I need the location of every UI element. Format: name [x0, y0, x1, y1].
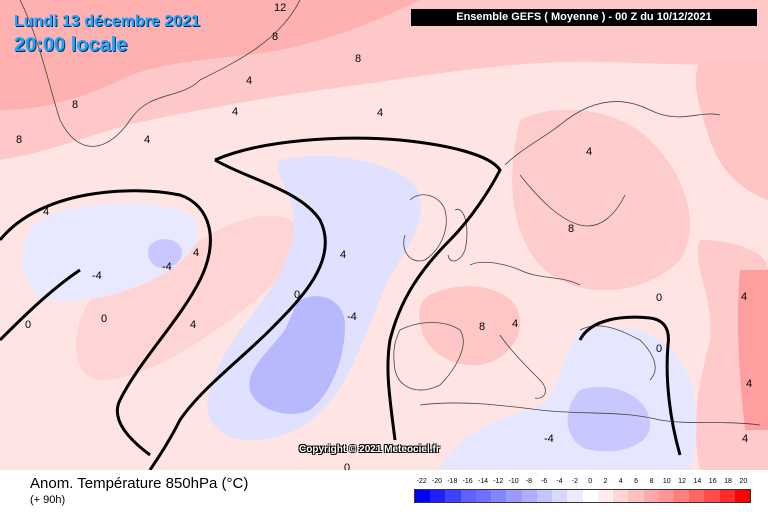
legend-swatch [643, 490, 659, 502]
legend-swatch [658, 490, 674, 502]
isoline-label: 8 [568, 223, 574, 235]
legend-swatch [628, 490, 644, 502]
forecast-date: Lundi 13 décembre 2021 [14, 13, 200, 30]
model-run-label: Ensemble GEFS ( Moyenne ) - 00 Z du 10/1… [411, 9, 757, 26]
isoline-label: 4 [746, 378, 752, 390]
isoline-label: 4 [246, 75, 252, 87]
legend-tick-label: -22 [416, 478, 427, 485]
legend-tick-label: 20 [739, 478, 748, 485]
copyright-notice: Copyright © 2021 Meteociel.fr [299, 444, 440, 455]
legend-swatch [430, 490, 446, 502]
legend-tick-label: -2 [571, 478, 578, 485]
isoline-label: 4 [512, 318, 518, 330]
isoline-label: 4 [232, 106, 238, 118]
legend-swatch [689, 490, 705, 502]
legend-swatch [460, 490, 476, 502]
warm-anomaly-area [419, 286, 521, 366]
isoline-label: -4 [92, 270, 102, 282]
legend-tick-label: -8 [525, 478, 532, 485]
legend-swatch [415, 490, 431, 502]
warm-anomaly-area [512, 109, 690, 291]
legend-tick-label: -16 [462, 478, 473, 485]
europe-coastline [393, 101, 761, 426]
isoline-label: 12 [274, 2, 286, 14]
legend-swatch [719, 490, 735, 502]
isoline-label: 8 [272, 31, 278, 43]
warm-anomaly-area [0, 0, 420, 110]
legend-tick-label: -20 [431, 478, 443, 485]
legend-swatch [673, 490, 690, 502]
legend-tick-label: 2 [603, 478, 608, 485]
temperature-anomaly-map: 12 8 8 4 8 4 4 8 4 4 8 4 4 0 -4 -4 0 4 0… [0, 0, 768, 470]
isoline-label: 0 [25, 319, 31, 331]
isoline-label: 8 [355, 53, 361, 65]
legend-tick-label: -10 [508, 478, 519, 485]
legend-swatch [597, 490, 614, 502]
legend-swatch [734, 490, 751, 502]
isoline-label: 8 [16, 134, 22, 146]
greenland-landmass [19, 0, 301, 147]
map-footer: Anom. Température 850hPa (°C) (+ 90h) -2… [0, 470, 768, 512]
legend-swatch [552, 490, 568, 502]
legend-tick-label: -12 [493, 478, 504, 485]
legend-swatch [506, 490, 522, 502]
cold-anomaly-area [21, 203, 199, 302]
isoline-label: 0 [101, 313, 107, 325]
isoline-label: 4 [43, 206, 49, 218]
isoline-labels: 12 8 8 4 8 4 4 8 4 4 8 4 4 0 -4 -4 0 4 0… [16, 2, 752, 470]
warm-anomaly-area [737, 270, 768, 430]
legend-tick-labels: -22 -20 -18 -16 -14 -12 -10 -8 -6 -4 -2 0 2 4 6 8 10 12 14… [414, 478, 751, 489]
isoline-label: -4 [162, 261, 172, 273]
isoline-label: 4 [742, 433, 748, 445]
legend-tick-label: 10 [662, 478, 671, 485]
forecast-local-time: 20:00 locale [14, 34, 128, 56]
legend-swatch [475, 490, 492, 502]
legend-swatch [613, 490, 629, 502]
isoline-label: 8 [72, 99, 78, 111]
isoline-label: 4 [377, 107, 383, 119]
legend-tick-label: 16 [708, 478, 717, 485]
cold-anomaly-area [147, 239, 182, 269]
isoline-label: 4 [190, 319, 196, 331]
legend-swatch [445, 490, 461, 502]
isoline-label: 0 [294, 289, 300, 301]
legend-tick-label: -6 [541, 478, 548, 485]
isoline-label: 0 [656, 343, 662, 355]
isoline-label: 4 [144, 134, 150, 146]
legend-tick-label: -14 [477, 478, 488, 485]
legend-tick-label: 12 [678, 478, 686, 485]
lead-time: (+ 90h) [30, 494, 66, 506]
isoline-label: 4 [340, 249, 346, 261]
isoline-label: 4 [741, 291, 747, 303]
legend-swatch [582, 490, 598, 502]
legend-swatch [704, 490, 720, 502]
isoline-label: 4 [193, 247, 199, 259]
zero-anomaly-contours [0, 136, 682, 470]
field-title: Anom. Température 850hPa (°C) [30, 475, 249, 492]
color-legend: -22 -20 -18 -16 -14 -12 -10 -8 -6 -4 -2 0 2 4 6 8 10 12 14… [414, 478, 751, 508]
legend-tick-label: 6 [634, 478, 639, 485]
isoline-label: 0 [344, 462, 350, 470]
isoline-label: 4 [586, 146, 592, 158]
isoline-label: 8 [479, 321, 485, 333]
warm-anomaly-area [695, 60, 768, 200]
isoline-label: -4 [347, 311, 357, 323]
legend-tick-label: 4 [618, 478, 623, 485]
legend-swatch [521, 490, 537, 502]
legend-tick-label: 8 [649, 478, 654, 485]
isoline-label: -4 [544, 433, 554, 445]
cold-anomaly-area [567, 386, 650, 452]
legend-tick-label: 0 [588, 478, 593, 485]
legend-swatch [536, 490, 553, 502]
isoline-label: 0 [656, 292, 662, 304]
legend-swatch [567, 490, 583, 502]
legend-color-bar [414, 489, 751, 503]
legend-tick-label: 18 [724, 478, 732, 485]
legend-tick-label: -18 [447, 478, 458, 485]
legend-tick-label: -4 [556, 478, 563, 485]
cold-anomaly-area [249, 296, 345, 414]
legend-tick-label: 14 [693, 478, 702, 485]
legend-swatch [491, 490, 507, 502]
